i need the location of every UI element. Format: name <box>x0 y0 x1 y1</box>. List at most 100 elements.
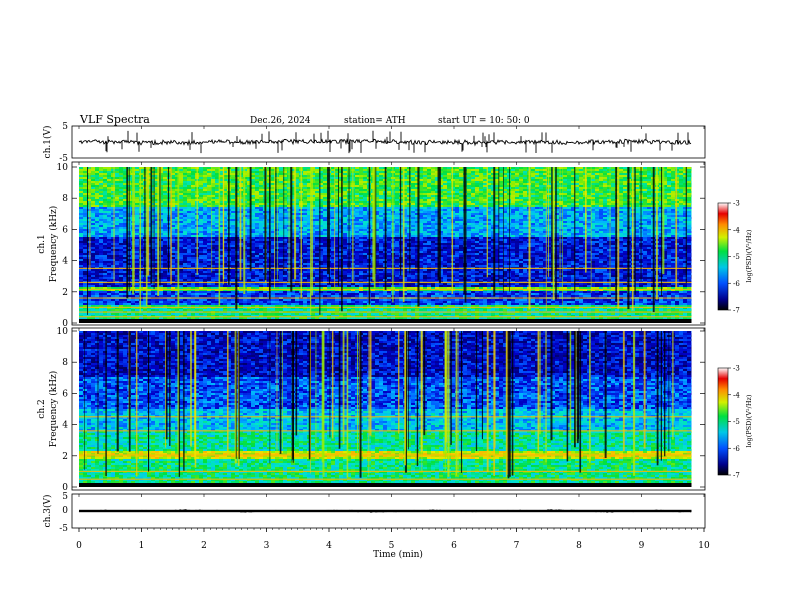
spectrogram-cell <box>599 223 604 226</box>
spectrogram-cell <box>151 169 156 172</box>
spectrogram-cell <box>363 201 368 204</box>
spectrogram-cell <box>599 213 604 216</box>
spectrogram-cell <box>643 191 648 194</box>
spectrogram-cell <box>403 217 408 220</box>
spectrogram-cell <box>443 171 448 174</box>
spectrogram-cell <box>415 217 420 220</box>
spectrogram-cell <box>495 213 500 216</box>
spectrogram-cell <box>395 187 400 190</box>
spectrogram-cell <box>407 225 412 228</box>
spectrogram-cell <box>511 183 516 186</box>
spectrogram-cell <box>575 183 580 186</box>
spectrogram-cell <box>155 177 160 180</box>
spectrogram-cell <box>623 179 628 182</box>
spectrogram-cell <box>315 221 320 224</box>
spectrogram-cell <box>439 173 444 176</box>
spectrogram-cell <box>295 219 300 222</box>
spectrogram-cell <box>207 177 212 180</box>
spectrogram-cell <box>247 215 252 218</box>
spectrogram-cell <box>575 225 580 228</box>
spectrogram-cell <box>515 169 520 172</box>
spectrogram-cell <box>451 225 456 228</box>
spectrogram-cell <box>123 207 128 210</box>
spectrogram-cell <box>211 199 216 202</box>
spectrogram-cell <box>635 173 640 176</box>
spectrogram-cell <box>279 211 284 214</box>
spectrogram-cell <box>615 205 620 208</box>
spectrogram-cell <box>335 179 340 182</box>
spectrogram-cell <box>395 197 400 200</box>
spectrogram-cell <box>135 217 140 220</box>
spectrogram-cell <box>223 211 228 214</box>
spectrogram-cell <box>543 197 548 200</box>
spectrogram-cell <box>595 195 600 198</box>
spectrogram-cell <box>435 197 440 200</box>
spectrogram-cell <box>207 217 212 220</box>
spectrogram-cell <box>415 205 420 208</box>
spectrogram-cell <box>167 229 172 232</box>
spectrogram-cell <box>571 195 576 198</box>
spectrogram-cell <box>251 177 256 180</box>
spectrogram-cell <box>519 173 524 176</box>
spectrogram-cell <box>475 207 480 210</box>
spectrogram-cell <box>91 211 96 214</box>
spectrogram-cell <box>359 173 364 176</box>
spectrogram-cell <box>91 205 96 208</box>
spectrogram-cell <box>419 227 424 230</box>
spectrogram-cell <box>479 179 484 182</box>
spectrogram-cell <box>415 169 420 172</box>
spectrogram-cell <box>323 187 328 190</box>
spectrogram-cell <box>559 199 564 202</box>
spectrogram-cell <box>155 213 160 216</box>
spectrogram-cell <box>539 167 544 170</box>
spectrogram-cell <box>83 215 88 218</box>
spectrogram-cell <box>107 167 112 170</box>
spectrogram-cell <box>279 221 284 224</box>
spectrogram-cell <box>271 221 276 224</box>
spectrogram-cell <box>547 215 552 218</box>
spectrogram-cell <box>95 193 100 196</box>
spectrogram-cell <box>603 189 608 192</box>
spectrogram-cell <box>331 183 336 186</box>
spectrogram-cell <box>123 211 128 214</box>
spectrogram-cell <box>319 177 324 180</box>
spectrogram-cell <box>295 175 300 178</box>
spectrogram-cell <box>603 209 608 212</box>
spectrogram-cell <box>311 191 316 194</box>
spectrogram-cell <box>163 219 168 222</box>
spectrogram-cell <box>407 219 412 222</box>
spectrogram-cell <box>643 219 648 222</box>
spectrogram-cell <box>591 213 596 216</box>
spectrogram-cell <box>127 185 132 188</box>
spectrogram-cell <box>171 171 176 174</box>
spectrogram-cell <box>555 191 560 194</box>
spectrogram-cell <box>91 217 96 220</box>
spectrogram-cell <box>519 215 524 218</box>
spectrogram-cell <box>471 169 476 172</box>
spectrogram-cell <box>555 219 560 222</box>
spectrogram-cell <box>203 175 208 178</box>
spectrogram-cell <box>419 183 424 186</box>
spectrogram-cell <box>135 171 140 174</box>
spectrogram-cell <box>87 195 92 198</box>
spectrogram-cell <box>447 169 452 172</box>
spectrogram-cell <box>575 197 580 200</box>
spectrogram-cell <box>547 219 552 222</box>
spectrogram-cell <box>575 175 580 178</box>
spectrogram-cell <box>107 229 112 232</box>
spectrogram-cell <box>319 193 324 196</box>
spectrogram-cell <box>319 203 324 206</box>
spectrogram-cell <box>555 217 560 220</box>
spectrogram-cell <box>607 209 612 212</box>
spectrogram-cell <box>103 209 108 212</box>
spectrogram-cell <box>323 223 328 226</box>
spectrogram-cell <box>575 203 580 206</box>
spectrogram-cell <box>211 169 216 172</box>
spectrogram-cell <box>427 183 432 186</box>
spectrogram-cell <box>291 175 296 178</box>
spectrogram-cell <box>91 175 96 178</box>
spectrogram-cell <box>683 201 688 204</box>
spectrogram-cell <box>615 213 620 216</box>
spectrogram-cell <box>555 207 560 210</box>
spectrogram-cell <box>443 197 448 200</box>
